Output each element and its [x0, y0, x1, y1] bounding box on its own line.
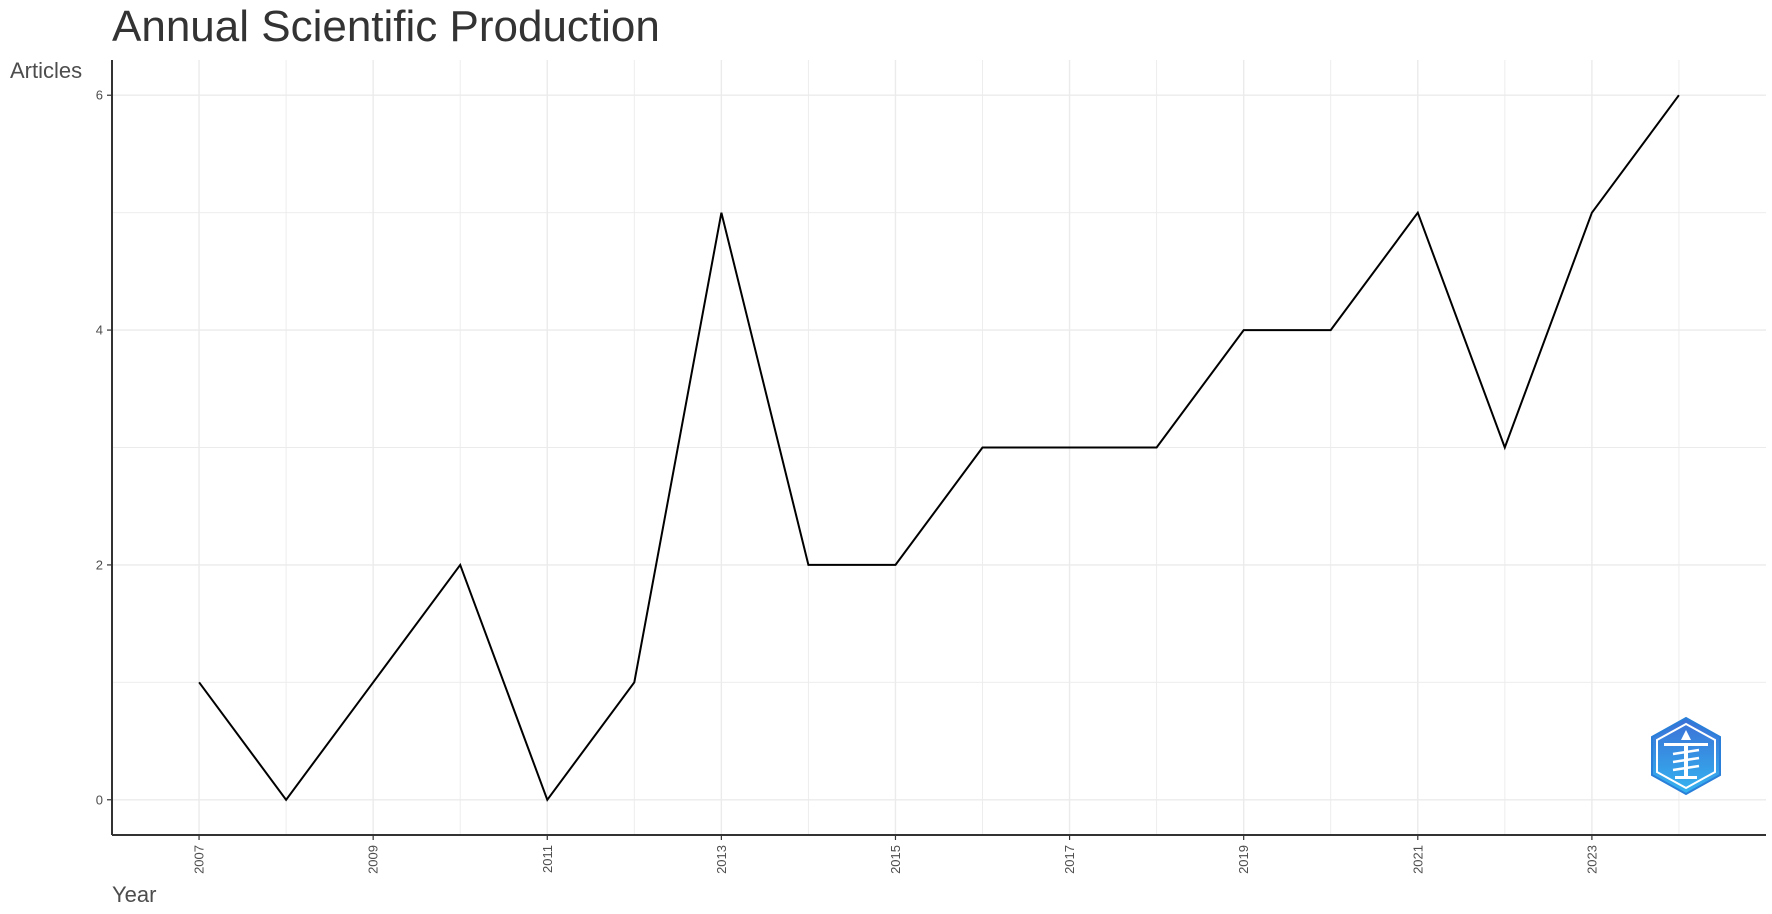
x-tick-label: 2015: [888, 845, 903, 874]
series-line: [198, 94, 1680, 802]
bibliometrix-logo-icon: [1651, 716, 1721, 796]
y-tick-group: 0 2 4 6: [96, 88, 112, 807]
x-tick-group: 2007 2009 2011 2013 2015 2017 2019 2021 2023: [192, 835, 1599, 874]
axes: [111, 60, 1766, 836]
y-tick-label: 2: [96, 557, 103, 572]
y-tick-label: 6: [96, 88, 103, 103]
x-tick-label: 2023: [1584, 845, 1599, 874]
series-group: [198, 94, 1680, 802]
chart-title: Annual Scientific Production: [112, 2, 660, 51]
x-tick-label: 2021: [1410, 845, 1425, 874]
x-tick-label: 2017: [1062, 845, 1077, 874]
x-tick-label: 2019: [1236, 845, 1251, 874]
y-tick-label: 4: [96, 323, 103, 338]
y-tick-label: 0: [96, 792, 103, 807]
x-tick-label: 2007: [192, 845, 207, 874]
x-tick-label: 2013: [714, 845, 729, 874]
minor-gridlines: [112, 60, 1766, 835]
x-axis-title: Year: [112, 882, 157, 907]
major-gridlines: [112, 60, 1766, 835]
x-tick-label: 2011: [540, 845, 555, 873]
y-axis-title: Articles: [10, 58, 83, 83]
x-tick-label: 2009: [366, 845, 381, 874]
